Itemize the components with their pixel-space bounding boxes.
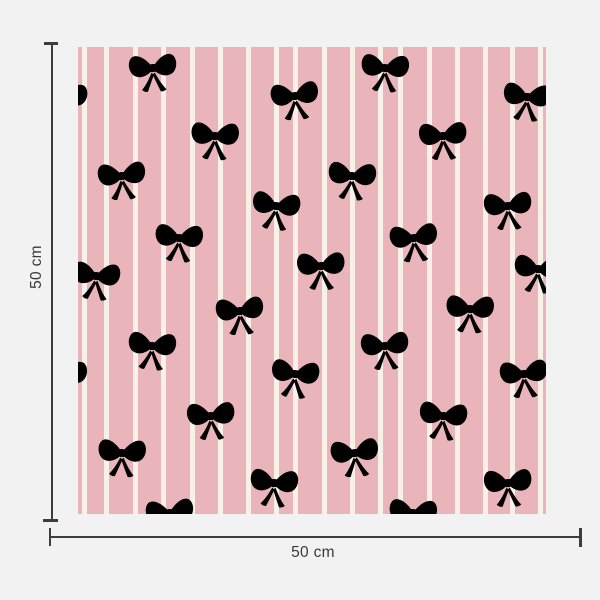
stripe-line	[293, 47, 298, 514]
bow-motif	[388, 222, 440, 264]
stripe-line	[274, 47, 279, 514]
stripe-line	[133, 47, 138, 514]
bow-motif	[97, 438, 147, 478]
bow-motif	[190, 121, 240, 161]
bow-motif	[128, 52, 179, 94]
vertical-dimension-line	[50, 42, 53, 521]
stripe-line	[427, 47, 432, 514]
bow-motif	[269, 80, 321, 122]
bow-motif	[418, 121, 468, 161]
horizontal-dimension-left-cap	[48, 528, 51, 546]
bow-motif	[96, 160, 148, 202]
bow-motif	[360, 53, 410, 93]
vertical-dimension-label: 50 cm	[27, 245, 45, 289]
bow-motif	[483, 468, 533, 508]
bow-motif	[78, 359, 88, 399]
bow-motif	[126, 330, 177, 372]
stripe-line	[350, 47, 355, 514]
stripe-line	[161, 47, 166, 514]
bow-motif	[445, 294, 495, 334]
vertical-dimension-bottom-cap	[43, 519, 58, 522]
bow-motif	[417, 400, 469, 442]
bow-motif	[360, 330, 411, 372]
stripe-line	[483, 47, 488, 514]
bow-motif	[144, 497, 196, 514]
bow-motif	[269, 358, 321, 400]
bow-motif	[501, 81, 546, 123]
bow-motif	[78, 80, 89, 122]
bow-motif	[214, 295, 266, 337]
stripe-line	[246, 47, 251, 514]
stripe-line	[455, 47, 460, 514]
bow-motif	[154, 223, 204, 263]
bow-motif	[250, 190, 302, 232]
bow-motif	[388, 498, 438, 514]
bow-motif	[512, 253, 546, 295]
horizontal-dimension-label: 50 cm	[291, 544, 335, 561]
horizontal-dimension-right-cap	[579, 527, 582, 547]
bow-motif	[248, 467, 299, 509]
bow-motif	[483, 190, 534, 232]
stripe-line	[510, 47, 515, 514]
bow-motif	[186, 401, 236, 441]
vertical-dimension-top-cap	[43, 42, 58, 45]
stripe-line	[378, 47, 383, 514]
bow-motif	[296, 251, 346, 291]
pattern-swatch	[78, 47, 546, 514]
stripe-line	[398, 47, 403, 514]
bow-motif	[326, 160, 377, 202]
bow-motif	[498, 358, 546, 400]
stripe-line	[190, 47, 195, 514]
bow-motif	[78, 260, 122, 302]
horizontal-dimension-line	[49, 536, 581, 538]
bow-motif	[329, 437, 381, 479]
stripe-line	[218, 47, 223, 514]
